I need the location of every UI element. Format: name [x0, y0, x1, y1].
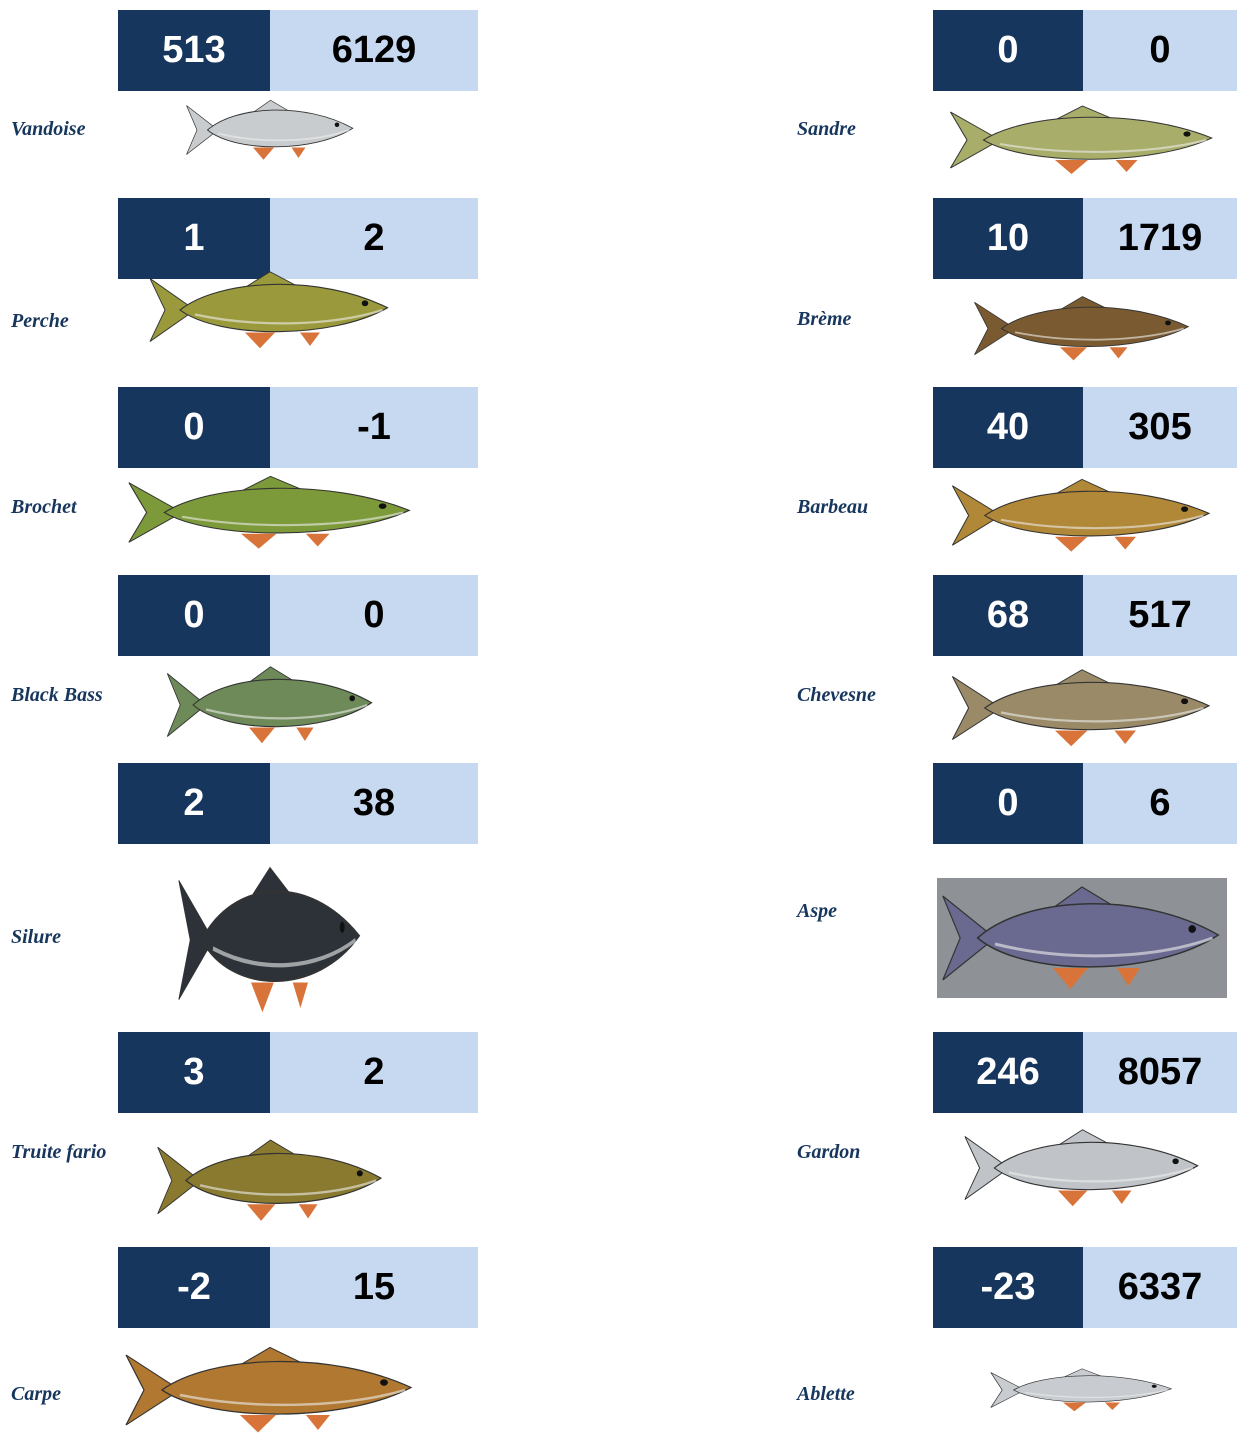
fish-image — [175, 855, 365, 1025]
count-box-dark: 0 — [118, 575, 270, 656]
fish-name: Black Bass — [11, 684, 103, 707]
fish-name: Brème — [797, 308, 851, 331]
count-box-dark: -23 — [933, 1247, 1083, 1328]
count-box-light: -1 — [270, 387, 478, 468]
count-box-light: 0 — [270, 575, 478, 656]
fish-name: Gardon — [797, 1141, 860, 1164]
fish-image — [947, 663, 1217, 753]
count-box-light: 6337 — [1083, 1247, 1237, 1328]
fish-name: Sandre — [797, 118, 856, 141]
count-box-dark: -2 — [118, 1247, 270, 1328]
count-box-dark: 2 — [118, 763, 270, 844]
count-box-dark: 513 — [118, 10, 270, 91]
count-box-light: 6129 — [270, 10, 478, 91]
fish-name: Perche — [11, 310, 69, 333]
fish-image — [937, 878, 1227, 998]
fish-image — [183, 95, 358, 165]
fish-name: Barbeau — [797, 496, 868, 519]
count-box-light: 15 — [270, 1247, 478, 1328]
count-box-light: 1719 — [1083, 198, 1237, 279]
count-box-light: 305 — [1083, 387, 1237, 468]
count-box-dark: 40 — [933, 387, 1083, 468]
fish-image — [960, 1123, 1205, 1213]
fish-image — [163, 660, 378, 750]
fish-name: Silure — [11, 926, 61, 949]
count-box-light: 38 — [270, 763, 478, 844]
fish-image — [945, 100, 1220, 180]
fish-name: Aspe — [797, 900, 837, 923]
count-box-dark: 68 — [933, 575, 1083, 656]
count-box-dark: 10 — [933, 198, 1083, 279]
fish-name: Truite fario — [11, 1141, 106, 1164]
count-box-light: 517 — [1083, 575, 1237, 656]
fish-name: Carpe — [11, 1383, 61, 1406]
fish-image — [947, 473, 1217, 558]
fish-image — [970, 291, 1195, 366]
count-box-light: 0 — [1083, 10, 1237, 91]
fish-name: Vandoise — [11, 118, 85, 141]
count-box-dark: 3 — [118, 1032, 270, 1113]
count-box-dark: 0 — [933, 763, 1083, 844]
count-box-dark: 0 — [118, 387, 270, 468]
count-box-dark: 246 — [933, 1032, 1083, 1113]
fish-image — [153, 1133, 388, 1228]
fish-image — [987, 1365, 1177, 1415]
fish-name: Chevesne — [797, 684, 876, 707]
count-box-light: 8057 — [1083, 1032, 1237, 1113]
count-box-dark: 0 — [933, 10, 1083, 91]
page: 5136129Vandoise12Perche0-1Brochet00Black… — [0, 0, 1237, 1439]
fish-image — [123, 470, 418, 555]
count-box-light: 6 — [1083, 763, 1237, 844]
fish-image — [120, 1340, 420, 1440]
count-box-light: 2 — [270, 1032, 478, 1113]
fish-name: Ablette — [797, 1383, 855, 1406]
fish-name: Brochet — [11, 496, 77, 519]
fish-image — [145, 265, 395, 355]
